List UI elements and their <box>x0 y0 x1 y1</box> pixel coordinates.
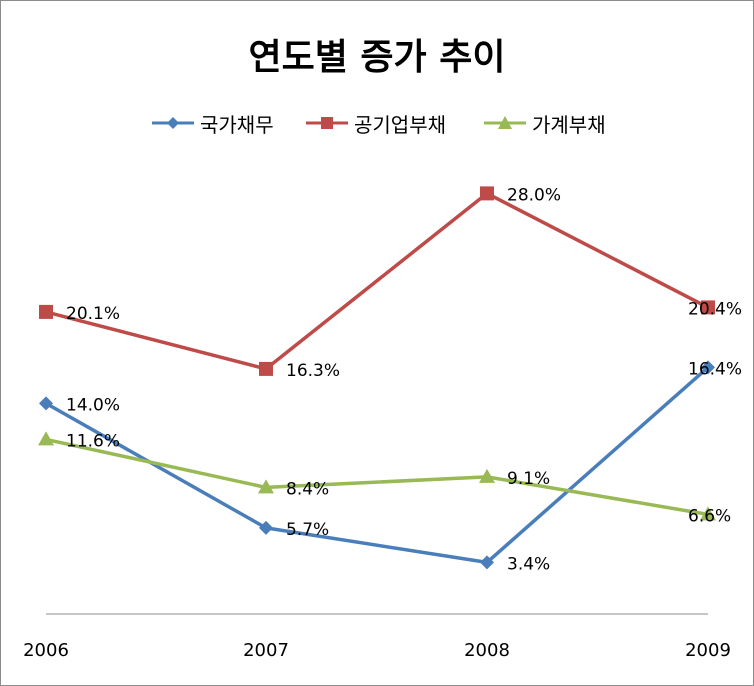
series-line-0 <box>45 366 710 565</box>
legend: 국가채무 공기업부채 가계부채 <box>0 108 754 138</box>
x-tick-label: 2009 <box>685 640 731 661</box>
data-label: 20.1% <box>66 304 120 324</box>
data-label: 16.3% <box>286 361 340 381</box>
data-label: 16.4% <box>688 359 742 379</box>
legend-marker-triangle-icon <box>484 116 526 129</box>
data-point-diamond <box>701 360 715 375</box>
data-label: 8.4% <box>286 479 329 499</box>
x-tick-label: 2008 <box>464 640 510 661</box>
legend-label-2: 가계부채 <box>532 112 606 137</box>
legend-item-0: 국가채무 <box>150 108 274 138</box>
data-label: 20.4% <box>688 299 742 319</box>
series-line-2 <box>45 437 709 517</box>
data-label: 5.7% <box>286 520 329 540</box>
data-point-diamond <box>259 520 273 535</box>
data-label: 28.0% <box>507 185 561 205</box>
data-label: 14.0% <box>66 395 120 415</box>
legend-item-2: 가계부채 <box>482 108 606 138</box>
data-point-triangle <box>479 468 495 483</box>
data-point-square <box>259 361 273 376</box>
data-point-triangle <box>700 506 716 521</box>
data-label: 11.6% <box>66 431 120 451</box>
data-label: 9.1% <box>507 469 550 489</box>
chart-title: 연도별 증가 추이 <box>248 37 506 78</box>
x-tick-label: 2006 <box>23 640 69 661</box>
legend-label-1: 공기업부채 <box>354 112 446 137</box>
data-point-diamond <box>480 555 494 570</box>
data-point-diamond <box>39 396 53 411</box>
data-point-square <box>701 300 715 315</box>
data-point-triangle <box>38 431 54 446</box>
legend-item-1: 공기업부채 <box>304 108 446 138</box>
data-point-triangle <box>258 479 274 494</box>
series-line-1 <box>45 191 709 371</box>
data-point-square <box>39 304 53 319</box>
legend-marker-diamond-icon <box>152 117 194 129</box>
data-label: 6.6% <box>688 506 731 526</box>
x-tick-label: 2007 <box>243 640 289 661</box>
legend-marker-square-icon <box>306 117 348 129</box>
data-point-square <box>480 186 494 201</box>
data-label: 3.4% <box>507 554 550 574</box>
legend-label-0: 국가채무 <box>200 112 274 137</box>
